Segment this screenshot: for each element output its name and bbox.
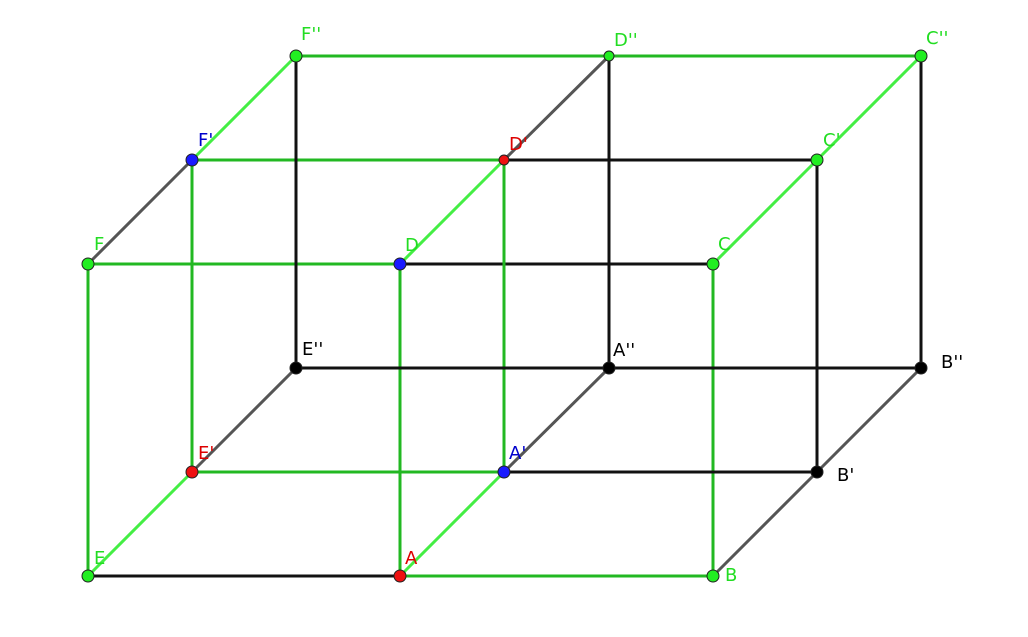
point-b[interactable] [706,569,720,583]
point-e1[interactable] [185,465,199,479]
label-c: C [718,234,731,255]
point-f2[interactable] [289,49,303,63]
point-b2[interactable] [914,361,928,375]
label-c1: C' [823,130,841,151]
label-d2: D'' [614,30,638,51]
point-a[interactable] [393,569,407,583]
label-b2: B'' [941,352,963,373]
label-a1: A' [509,443,526,464]
edge-e1-e2 [190,366,298,474]
edge-c1-c2 [815,54,923,162]
edge-d-d1 [398,158,506,266]
edge-a1-a2 [502,366,611,474]
label-e2: E'' [302,339,323,360]
label-f2: F'' [301,24,321,45]
points-layer [81,49,928,583]
point-e[interactable] [81,569,95,583]
label-d: D [405,235,419,256]
label-a: A [405,548,418,569]
point-d1[interactable] [498,154,510,166]
edge-e-e1 [86,470,194,578]
point-b1[interactable] [810,465,824,479]
label-e1: E' [198,443,214,464]
edge-b1-b2 [815,366,923,474]
label-f1: F' [198,130,213,151]
label-d1: D' [509,134,528,155]
labels-layer: A B C D E F A' B' C' D' E' F' A'' B'' C'' D'' E'' F'' [94,24,963,586]
label-e: E [94,548,105,569]
label-a2: A'' [613,340,635,361]
point-a2[interactable] [602,361,616,375]
edge-d1-d2 [502,54,611,162]
label-c2: C'' [926,28,948,49]
point-c1[interactable] [810,153,824,167]
edges-layer [86,54,923,578]
point-d2[interactable] [603,50,615,62]
point-f[interactable] [81,257,95,271]
label-f: F [94,234,104,255]
edge-c-c1 [711,158,819,266]
point-c[interactable] [706,257,720,271]
edge-a-a1 [398,470,506,578]
label-b: B [725,565,737,586]
label-b1: B' [837,465,854,486]
point-a1[interactable] [497,465,511,479]
edge-f1-f2 [190,54,298,162]
point-f1[interactable] [185,153,199,167]
edge-b-b1 [711,470,819,578]
point-c2[interactable] [914,49,928,63]
edge-f-f1 [86,158,194,266]
point-d[interactable] [393,257,407,271]
point-e2[interactable] [289,361,303,375]
